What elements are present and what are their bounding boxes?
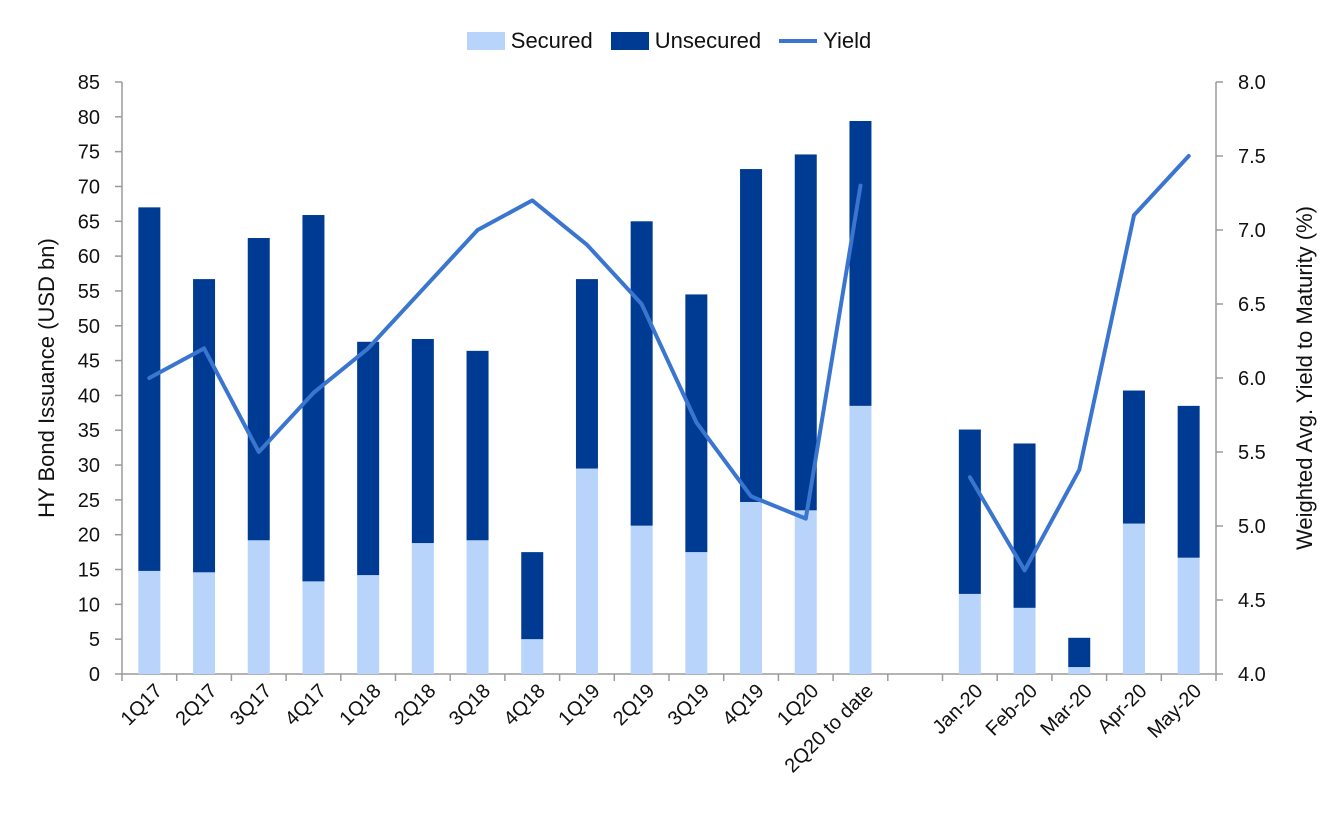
bar-unsecured (411, 338, 434, 544)
bar-unsecured (630, 221, 653, 526)
bar-secured (1177, 557, 1200, 674)
legend-item-unsecured: Unsecured (610, 28, 762, 54)
bar-secured (849, 405, 872, 674)
left-tick-label: 0 (89, 664, 100, 686)
bar-secured (1122, 523, 1145, 674)
bar-unsecured (357, 341, 380, 576)
left-tick-label: 5 (89, 629, 100, 651)
legend-item-yield: Yield (779, 28, 871, 54)
legend-label-unsecured: Unsecured (654, 28, 762, 53)
x-tick-label: Feb-20 (982, 680, 1042, 740)
bar-secured (193, 572, 216, 674)
x-tick-label: Apr-20 (1093, 680, 1151, 738)
bar-secured (521, 639, 544, 674)
right-tick-label: 8.0 (1238, 72, 1266, 94)
bar-secured (794, 510, 817, 674)
bar-unsecured (849, 121, 872, 406)
yield-line-quarterly (147, 183, 863, 521)
bar-unsecured (138, 207, 161, 571)
x-tick-label: 3Q17 (226, 680, 276, 730)
right-tick-label: 5.5 (1238, 442, 1266, 464)
left-tick-label: 80 (78, 107, 100, 129)
bar-secured (740, 501, 763, 674)
x-tick-label: 4Q17 (281, 680, 331, 730)
bar-secured (1013, 607, 1036, 674)
x-tick-label: 1Q17 (117, 680, 167, 730)
right-tick-label: 6.5 (1238, 294, 1266, 316)
x-tick-label: Mar-20 (1036, 680, 1096, 740)
bar-unsecured (1013, 443, 1036, 608)
left-tick-label: 65 (78, 211, 100, 233)
right-tick-label: 6.0 (1238, 368, 1266, 390)
bar-unsecured (958, 429, 981, 594)
bar-secured (466, 540, 489, 674)
left-tick-label: 15 (78, 560, 100, 582)
bar-unsecured (247, 238, 270, 541)
left-tick-label: 45 (78, 351, 100, 373)
right-tick-label: 4.5 (1238, 590, 1266, 612)
x-tick-label: 2Q18 (390, 680, 440, 730)
x-tick-label: 3Q18 (445, 680, 495, 730)
legend-swatch-secured (466, 32, 505, 50)
bar-secured (411, 543, 434, 674)
x-tick-label: 3Q19 (664, 680, 714, 730)
left-tick-label: 10 (78, 594, 100, 616)
legend-swatch-unsecured (610, 32, 649, 50)
bar-unsecured (794, 154, 817, 511)
legend-label-secured: Secured (510, 28, 593, 53)
bar-secured (575, 468, 598, 674)
bar-secured (138, 570, 161, 674)
bar-secured (1068, 667, 1091, 674)
left-tick-label: 30 (78, 455, 100, 477)
x-tick-label: May-20 (1143, 680, 1206, 743)
left-tick-label: 55 (78, 281, 100, 303)
bar-unsecured (740, 169, 763, 502)
x-tick-label: 2Q17 (171, 680, 221, 730)
x-tick-label: 1Q20 (773, 680, 823, 730)
bar-secured (357, 575, 380, 674)
bar-secured (958, 593, 981, 674)
left-tick-label: 50 (78, 316, 100, 338)
left-tick-label: 60 (78, 246, 100, 268)
left-tick-label: 35 (78, 420, 100, 442)
bar-unsecured (193, 279, 216, 573)
x-tick-label: 1Q18 (336, 680, 386, 730)
x-tick-label: 4Q18 (500, 680, 550, 730)
bar-secured (247, 540, 270, 674)
bar-secured (685, 552, 708, 674)
bar-secured (630, 525, 653, 674)
bar-unsecured (1177, 405, 1200, 558)
bar-secured (302, 581, 325, 674)
x-tick-label: Jan-20 (929, 680, 988, 739)
x-tick-label: 4Q19 (718, 680, 768, 730)
x-tick-label: 1Q19 (554, 680, 604, 730)
left-tick-label: 85 (78, 72, 100, 94)
right-tick-label: 7.0 (1238, 220, 1266, 242)
legend-item-secured: Secured (466, 28, 593, 54)
legend-label-yield: Yield (823, 28, 872, 53)
bar-unsecured (1068, 637, 1091, 668)
bar-unsecured (575, 279, 598, 469)
left-tick-label: 20 (78, 525, 100, 547)
left-tick-label: 40 (78, 385, 100, 407)
y-axis-title: HY Bond Issuance (USD bn) (34, 238, 59, 518)
chart-legend: Secured Unsecured Yield (0, 28, 1338, 54)
left-tick-label: 75 (78, 142, 100, 164)
right-tick-label: 5.0 (1238, 516, 1266, 538)
legend-swatch-yield (779, 39, 818, 43)
y2-axis-title: Weighted Avg. Yield to Maturity (%) (1292, 206, 1317, 550)
bar-unsecured (1122, 390, 1145, 524)
bar-unsecured (302, 215, 325, 582)
bar-unsecured (521, 552, 544, 640)
right-tick-label: 4.0 (1238, 664, 1266, 686)
bar-unsecured (466, 350, 489, 541)
yield-line-monthly (967, 154, 1191, 573)
x-tick-label: 2Q19 (609, 680, 659, 730)
left-tick-label: 25 (78, 490, 100, 512)
right-tick-label: 7.5 (1238, 146, 1266, 168)
left-tick-label: 70 (78, 176, 100, 198)
